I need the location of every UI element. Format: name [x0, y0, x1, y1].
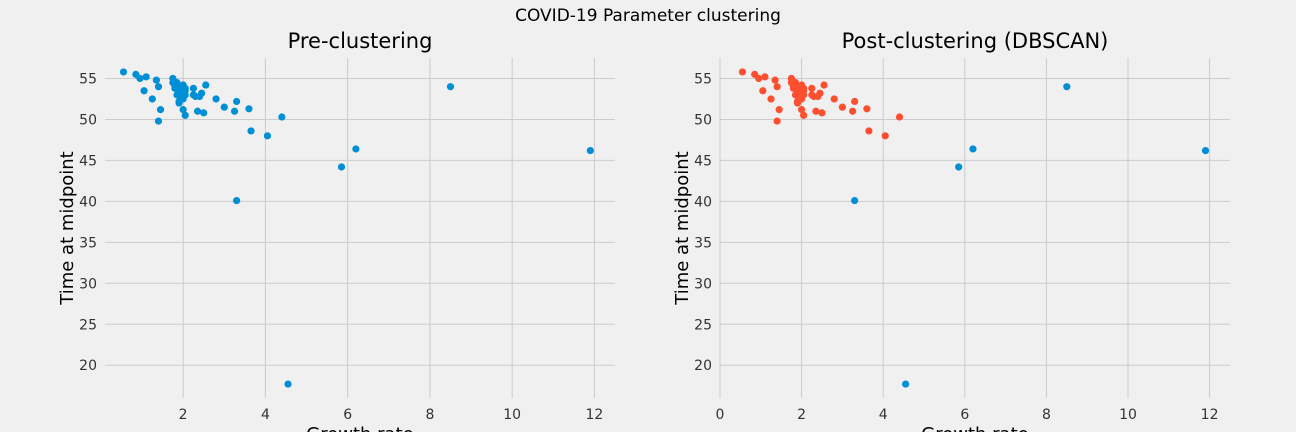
data-point: [1202, 147, 1209, 154]
x-tick-label: 6: [343, 407, 352, 423]
data-point: [153, 77, 160, 84]
y-tick-label: 55: [694, 71, 712, 87]
y-tick-label: 25: [79, 317, 97, 333]
data-point: [771, 77, 778, 84]
x-tick-label: 8: [1042, 407, 1051, 423]
data-point: [812, 108, 819, 115]
chart-title: Pre-clustering: [288, 29, 433, 53]
data-point: [761, 73, 768, 80]
y-tick-label: 25: [694, 317, 712, 333]
data-point: [231, 108, 238, 115]
y-tick-label: 30: [79, 276, 97, 292]
data-point: [247, 127, 254, 134]
data-point: [120, 68, 127, 75]
y-tick-label: 35: [694, 235, 712, 251]
data-point: [818, 109, 825, 116]
data-point: [851, 197, 858, 204]
y-tick-label: 55: [79, 71, 97, 87]
x-axis-label: Growth rate: [306, 424, 413, 432]
data-point: [221, 104, 228, 111]
data-point: [338, 163, 345, 170]
data-point: [774, 117, 781, 124]
data-point: [767, 95, 774, 102]
data-point: [882, 132, 889, 139]
data-point: [839, 104, 846, 111]
data-point: [865, 127, 872, 134]
x-tick-label: 10: [1119, 407, 1137, 423]
data-point: [969, 145, 976, 152]
data-point: [198, 90, 205, 97]
data-point: [447, 83, 454, 90]
data-point: [155, 83, 162, 90]
data-point: [800, 112, 807, 119]
y-tick-label: 30: [694, 276, 712, 292]
data-point: [194, 108, 201, 115]
data-point: [157, 106, 164, 113]
data-point: [212, 95, 219, 102]
y-axis-label: Time at midpoint: [672, 151, 693, 305]
x-tick-label: 12: [586, 407, 604, 423]
data-point: [245, 105, 252, 112]
data-point: [587, 147, 594, 154]
data-point: [816, 90, 823, 97]
data-point: [739, 68, 746, 75]
data-point: [800, 87, 807, 94]
data-point: [808, 85, 815, 92]
data-point: [233, 98, 240, 105]
data-point: [955, 163, 962, 170]
data-point: [863, 105, 870, 112]
data-point: [143, 73, 150, 80]
data-point: [182, 112, 189, 119]
y-tick-label: 40: [694, 194, 712, 210]
data-point: [149, 95, 156, 102]
data-point: [755, 75, 762, 82]
data-point: [831, 95, 838, 102]
x-tick-label: 8: [425, 407, 434, 423]
x-tick-label: 10: [503, 407, 521, 423]
x-tick-label: 4: [261, 407, 270, 423]
y-tick-label: 40: [79, 194, 97, 210]
x-tick-label: 4: [879, 407, 888, 423]
data-point: [759, 87, 766, 94]
data-point: [1063, 83, 1070, 90]
data-point: [233, 197, 240, 204]
data-point: [352, 145, 359, 152]
data-point: [851, 98, 858, 105]
y-tick-label: 20: [79, 358, 97, 374]
x-tick-label: 0: [716, 407, 725, 423]
data-point: [849, 108, 856, 115]
data-point: [136, 75, 143, 82]
y-tick-label: 50: [79, 112, 97, 128]
data-point: [902, 380, 909, 387]
data-point: [776, 106, 783, 113]
data-point: [278, 113, 285, 120]
data-point: [182, 87, 189, 94]
data-point: [284, 380, 291, 387]
y-tick-label: 50: [694, 112, 712, 128]
x-tick-label: 2: [179, 407, 188, 423]
y-tick-label: 20: [694, 358, 712, 374]
x-tick-label: 12: [1201, 407, 1219, 423]
chart-panel-1: 2 4 6 8 10 12 20 25 30 35 40 45 50 55 Pre-clustering Gr…: [57, 29, 615, 432]
data-point: [200, 109, 207, 116]
data-point: [190, 85, 197, 92]
y-tick-label: 45: [694, 153, 712, 169]
chart-panel-2: 0 2 4 6 8 10 12 20 25 30 35 40 45 50 55 Post-clustering…: [672, 29, 1230, 432]
data-point: [774, 83, 781, 90]
data-point: [155, 117, 162, 124]
x-tick-label: 2: [797, 407, 806, 423]
data-point: [264, 132, 271, 139]
y-axis-label: Time at midpoint: [57, 151, 78, 305]
data-point: [896, 113, 903, 120]
x-axis-label: Growth rate: [921, 424, 1028, 432]
x-tick-label: 6: [960, 407, 969, 423]
data-point: [202, 81, 209, 88]
data-point: [140, 87, 147, 94]
y-tick-label: 45: [79, 153, 97, 169]
data-point: [820, 81, 827, 88]
chart-title: Post-clustering (DBSCAN): [842, 29, 1109, 53]
y-tick-label: 35: [79, 235, 97, 251]
